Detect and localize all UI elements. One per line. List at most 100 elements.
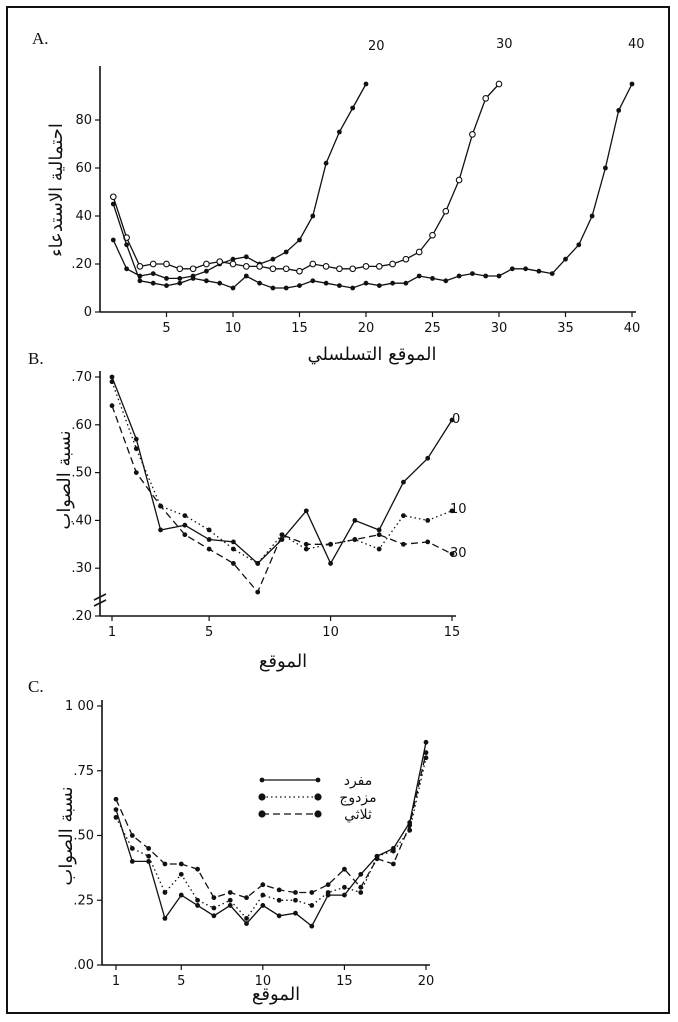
x-tick-label: 15 — [444, 625, 461, 640]
y-tick-label: 80 — [75, 113, 92, 128]
data-point — [303, 508, 309, 514]
data-point — [276, 897, 282, 903]
data-point — [211, 895, 217, 901]
series-label: 30 — [450, 546, 467, 561]
x-tick-label: 10 — [322, 625, 339, 640]
data-point — [124, 242, 129, 248]
data-point — [260, 892, 266, 898]
data-point — [629, 81, 635, 87]
data-point — [211, 913, 217, 919]
data-point — [456, 273, 462, 279]
legend-label: ثلاثي — [344, 807, 372, 823]
data-point — [283, 249, 289, 255]
data-point — [182, 513, 188, 519]
data-point — [401, 541, 406, 547]
data-point — [113, 814, 119, 820]
data-point — [176, 265, 184, 273]
data-point — [164, 283, 169, 288]
data-point — [206, 537, 212, 542]
y-tick-label: .50 — [73, 829, 94, 844]
y-tick-label: .20 — [71, 257, 92, 272]
data-point — [109, 193, 117, 201]
data-point — [158, 503, 163, 509]
data-point — [178, 892, 184, 898]
data-point — [293, 890, 298, 895]
x-tick-label: 20 — [358, 321, 375, 336]
data-point — [146, 846, 152, 851]
data-point — [483, 273, 489, 279]
data-point — [162, 861, 168, 867]
data-point — [576, 242, 582, 248]
data-point — [270, 285, 276, 291]
data-point — [389, 260, 396, 268]
data-point — [230, 256, 236, 262]
data-point — [270, 256, 276, 262]
data-point — [133, 436, 139, 442]
data-point — [563, 256, 568, 262]
data-point — [293, 897, 298, 903]
data-point — [402, 255, 410, 263]
series-a-1: 30 — [109, 37, 513, 275]
data-point — [149, 260, 157, 268]
data-point — [190, 276, 196, 281]
data-point — [182, 532, 188, 538]
data-point — [297, 283, 302, 288]
legend-marker — [314, 793, 322, 801]
y-axis-title: نسبة الصواب — [56, 786, 77, 885]
data-point — [244, 915, 249, 921]
data-point — [423, 739, 429, 745]
data-point — [401, 513, 406, 519]
data-point — [133, 470, 139, 475]
data-point — [350, 285, 356, 291]
data-point — [430, 276, 435, 281]
data-point — [362, 263, 370, 270]
data-point — [129, 846, 135, 851]
figure-frame — [6, 6, 670, 1014]
data-point — [352, 537, 358, 542]
data-point — [415, 248, 423, 256]
data-point — [279, 532, 285, 538]
legend-marker — [258, 810, 266, 818]
data-point — [293, 910, 298, 916]
data-point — [390, 280, 395, 286]
x-tick-label: 35 — [557, 321, 574, 336]
data-point — [256, 263, 263, 270]
data-point — [129, 833, 135, 838]
data-point — [178, 861, 184, 867]
data-point — [309, 923, 315, 929]
data-point — [227, 903, 233, 908]
y-tick-label: .70 — [71, 370, 92, 385]
data-point — [342, 866, 347, 872]
data-point — [363, 280, 369, 286]
data-point — [244, 895, 249, 901]
data-point — [323, 280, 329, 286]
data-point — [425, 518, 431, 523]
legend-marker — [258, 793, 266, 801]
data-point — [336, 265, 343, 273]
data-point — [376, 527, 382, 533]
data-point — [203, 260, 210, 268]
data-point — [309, 890, 315, 895]
data-point — [297, 237, 302, 243]
data-point — [195, 903, 200, 908]
panel-label: A. — [32, 29, 49, 48]
data-point — [349, 265, 357, 273]
data-point — [374, 856, 380, 862]
data-point — [303, 541, 309, 547]
data-point — [260, 882, 266, 888]
series-line — [112, 83, 367, 280]
x-axis-title: الموقع — [259, 651, 307, 672]
series-label: 0 — [452, 412, 460, 427]
data-point — [204, 268, 209, 274]
data-point — [509, 266, 515, 272]
data-point — [129, 859, 135, 864]
data-point — [113, 807, 119, 812]
data-point — [162, 890, 168, 895]
y-tick-label: .25 — [73, 893, 94, 908]
data-point — [230, 285, 236, 291]
series-label: 40 — [628, 37, 645, 52]
data-point — [376, 532, 382, 538]
series-line — [111, 405, 453, 594]
data-point — [158, 527, 163, 533]
